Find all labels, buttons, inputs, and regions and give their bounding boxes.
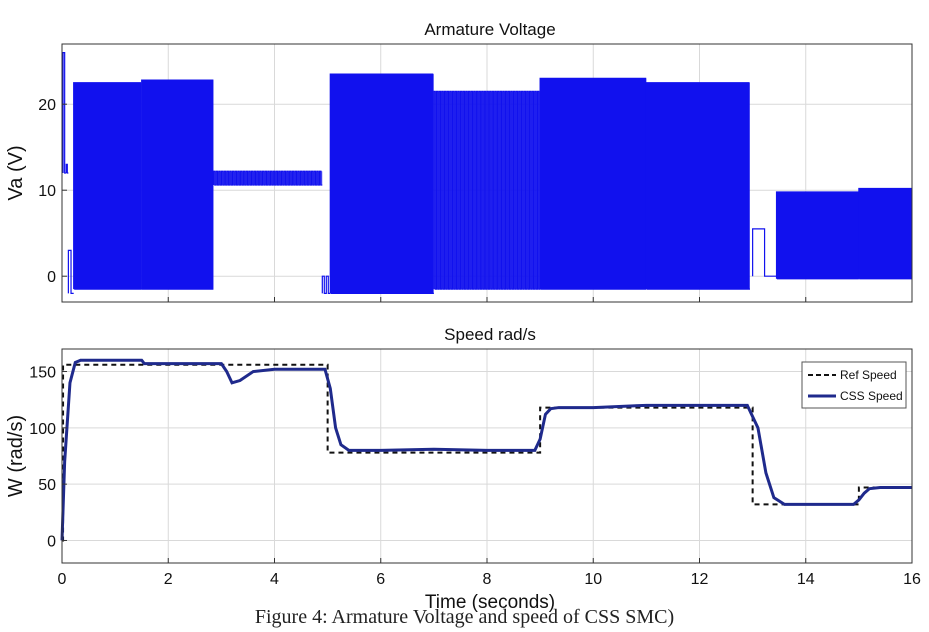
speed-legend: Ref Speed CSS Speed [801,361,907,409]
speed-title: Speed rad/s [444,325,536,344]
armature-voltage-segment [645,82,750,290]
x-tick-label: 14 [797,571,815,588]
armature-voltage-segment [67,249,74,294]
y-tick-label: 10 [38,183,56,200]
speed-x-axis-label: Time (seconds) [425,592,555,613]
y-tick-label: 100 [29,421,56,438]
speed-legend-box [801,361,907,409]
speed-y-axis-label: W (rad/s) [5,415,27,497]
speed-panel: Speed rad/s 0 50 100 150 0 2 4 6 8 10 12 14 16 Time… [5,325,921,613]
armature-voltage-x-ticks [61,297,913,302]
armature-voltage-segment [433,90,541,290]
armature-voltage-segment [321,275,331,294]
armature-voltage-segment [73,82,142,290]
figure-caption: Figure 4: Armature Voltage and speed of … [254,606,675,628]
speed-series [60,358,912,542]
x-tick-label: 2 [164,571,173,588]
armature-voltage-y-axis-label: Va (V) [5,145,27,200]
y-tick-label: 150 [29,365,56,382]
y-tick-label: 0 [47,269,56,286]
css-speed-line [60,358,912,541]
y-tick-label: 50 [38,477,56,494]
x-tick-label: 4 [270,571,279,588]
legend-css-speed-label: CSS Speed [840,389,903,403]
armature-voltage-title: Armature Voltage [424,20,555,39]
armature-voltage-segment [212,170,323,186]
armature-voltage-segment [539,77,647,290]
speed-x-ticks: 0 2 4 6 8 10 12 14 16 [58,558,921,588]
x-tick-label: 12 [691,571,709,588]
x-tick-label: 16 [903,571,921,588]
armature-voltage-segment [858,187,912,280]
armature-voltage-segment [65,163,69,174]
armature-voltage-segment [775,191,859,280]
x-tick-label: 10 [584,571,602,588]
x-tick-label: 8 [483,571,492,588]
ref-speed-line [62,363,912,542]
x-tick-label: 6 [376,571,385,588]
armature-voltage-segment [752,228,777,277]
armature-voltage-y-ticks: 0 10 20 [38,97,67,286]
armature-voltage-segment [62,52,67,174]
y-tick-label: 20 [38,97,56,114]
x-tick-label: 0 [58,571,67,588]
armature-voltage-segment [141,79,214,290]
armature-voltage-signal [62,52,912,294]
armature-voltage-panel: Armature Voltage 0 10 20 Va (V) [5,20,913,303]
speed-y-ticks: 0 50 100 150 [29,365,67,550]
legend-ref-speed-label: Ref Speed [840,368,897,382]
armature-voltage-segment [329,73,434,294]
y-tick-label: 0 [47,533,56,550]
